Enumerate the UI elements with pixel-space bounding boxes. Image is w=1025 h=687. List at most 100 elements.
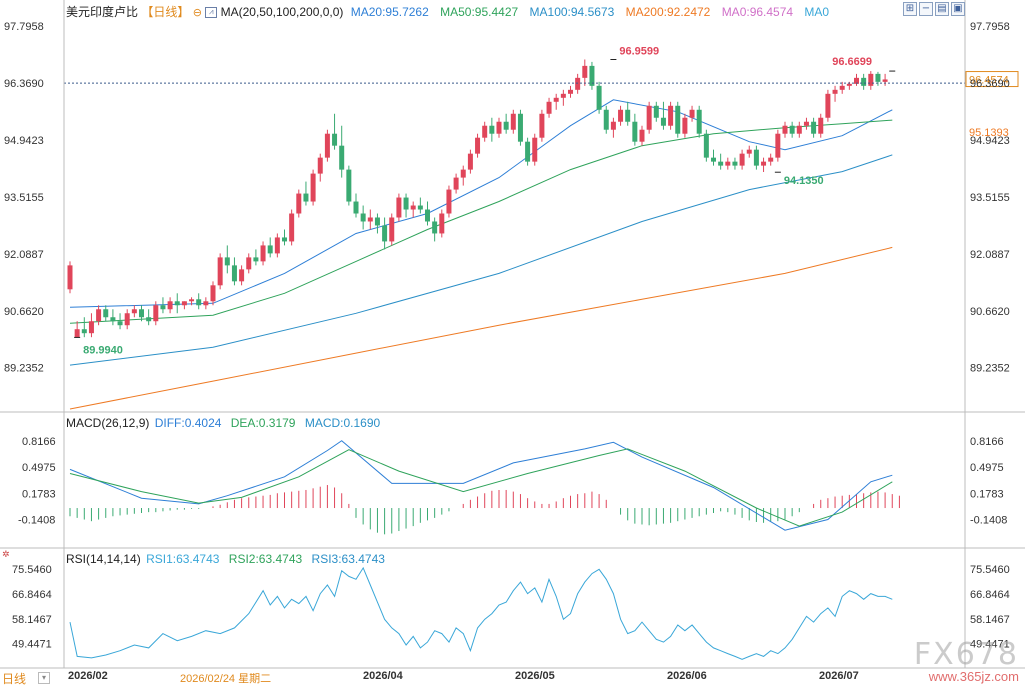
price-tick-right: 92.0887 — [970, 249, 1010, 261]
layout-button[interactable]: ▤ — [935, 2, 949, 16]
candle-body — [861, 77, 867, 86]
rsi-tick-right: 75.5460 — [970, 564, 1010, 576]
macd-tick-right: -0.1408 — [970, 515, 1007, 527]
candle-body — [825, 93, 831, 118]
candle-body — [153, 305, 159, 322]
candle-body — [167, 301, 173, 310]
macd-diff: DIFF:0.4024 — [154, 416, 222, 430]
macd-tick-right: 0.8166 — [970, 436, 1004, 448]
candle-body — [231, 265, 237, 282]
candle-body — [139, 309, 144, 318]
candle-body — [160, 305, 166, 310]
candle-body — [339, 145, 345, 170]
candle-body — [74, 329, 80, 338]
price-panel: 96.4574 95.1393 96.9599 89.9940 96.6699 94.13… — [64, 46, 1019, 410]
macd-header: MACD(26,12,9) DIFF:0.4024 DEA:0.3179 MAC… — [66, 416, 380, 430]
macd-tick-left: -0.1408 — [18, 515, 55, 527]
candle-body — [181, 301, 187, 306]
period-tab[interactable]: 日线 — [2, 672, 27, 686]
period-label[interactable]: 【日线】 — [141, 5, 190, 19]
candle-body — [88, 321, 94, 334]
candle-body — [310, 173, 316, 202]
candle-body — [224, 257, 230, 266]
candle-body — [174, 301, 180, 306]
candle-body — [117, 321, 123, 326]
candle-body — [532, 137, 538, 162]
price-tick-right: 93.5155 — [970, 192, 1010, 204]
ma-right-label: 95.1393 — [969, 127, 1009, 139]
candle-body — [553, 97, 559, 102]
rsi1-value: RSI1:63.4743 — [146, 552, 220, 566]
candle-body — [803, 121, 809, 126]
macd-tick-right: 0.4975 — [970, 462, 1004, 474]
price-tick-right: 96.3690 — [970, 78, 1010, 90]
candle-body — [811, 121, 817, 134]
settings-icon[interactable]: ⊖ — [192, 7, 202, 19]
annotation-label: 96.6699 — [832, 56, 872, 68]
candle-body — [203, 301, 209, 306]
price-tick-left: 90.6620 — [4, 306, 44, 318]
ma-params: MA(20,50,100,200,0,0) — [220, 5, 344, 19]
price-tick-right: 97.7958 — [970, 21, 1010, 33]
candle-body — [711, 157, 716, 162]
zoom-out-button[interactable]: − — [919, 2, 933, 16]
candle-body — [775, 133, 781, 158]
candle-body — [560, 93, 566, 98]
indicator-icon[interactable]: ⩘ — [205, 7, 218, 19]
candle-body — [482, 125, 488, 138]
candle-body — [610, 121, 616, 130]
date-label-jul: 2026/07 — [819, 670, 859, 682]
ma200-line — [69, 246, 893, 410]
candle-body — [189, 299, 195, 302]
candle-body — [732, 161, 738, 166]
candle-body — [746, 149, 752, 154]
macd-value: MACD:0.1690 — [304, 416, 381, 430]
zoom-in-button[interactable]: ⊞ — [903, 2, 917, 16]
candle-body — [324, 133, 330, 158]
period-dropdown-icon[interactable]: ▾ — [38, 672, 50, 684]
candle-body — [260, 245, 266, 262]
candle-body — [317, 157, 323, 174]
candle-body — [96, 309, 102, 322]
candle-body — [575, 77, 581, 90]
candle-body — [217, 257, 223, 286]
candle-body — [718, 161, 724, 166]
ma100-value: MA100:94.5673 — [529, 5, 615, 19]
price-tick-left: 92.0887 — [4, 249, 44, 261]
macd-panel — [69, 440, 900, 535]
rsi-tick-left: 49.4471 — [12, 639, 52, 651]
candle-body — [618, 109, 624, 122]
annotation-label: 89.9940 — [83, 344, 123, 356]
candle-body — [110, 317, 116, 322]
candle-body — [303, 193, 309, 202]
candle-body — [768, 157, 774, 162]
candle-body — [67, 265, 73, 290]
price-tick-right: 94.9423 — [970, 135, 1010, 147]
candle-body — [568, 89, 573, 94]
crosshair-icon: ✲ — [2, 549, 10, 559]
candle-body — [682, 117, 688, 134]
candle-body — [868, 73, 874, 86]
fullscreen-button[interactable]: ▣ — [951, 2, 965, 16]
candle-body — [646, 105, 652, 130]
candle-body — [367, 217, 373, 222]
candle-body — [589, 65, 595, 86]
rsi3-value: RSI3:63.4743 — [311, 552, 385, 566]
axes: 97.7958 97.7958 96.3690 96.3690 94.9423 94.94… — [0, 0, 1025, 669]
candle-body — [453, 177, 459, 190]
candle-body — [582, 65, 588, 78]
candle-body — [360, 213, 366, 222]
candle-body — [81, 329, 87, 334]
candle-body — [274, 237, 280, 254]
date-label-apr: 2026/04 — [363, 670, 403, 682]
date-label-feb: 2026/02 — [68, 670, 108, 682]
candle-body — [854, 77, 859, 84]
price-tick-right: 89.2352 — [970, 363, 1010, 375]
cursor-date-label: 2026/02/24 星期二 — [180, 673, 272, 685]
candle-body — [875, 73, 881, 82]
ma20-value: MA20:95.7262 — [350, 5, 429, 19]
price-tick-left: 97.7958 — [4, 21, 44, 33]
candle-body — [210, 285, 216, 302]
candle-body — [796, 125, 802, 134]
